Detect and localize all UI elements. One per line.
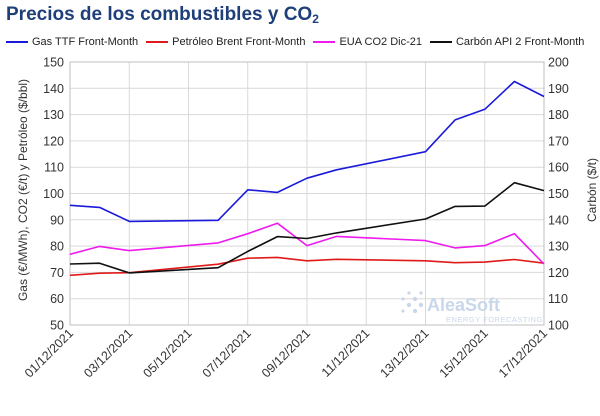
y-axis-label: Gas (€/MWh), CO2 (€/t) y Petróleo ($/bbl… xyxy=(16,79,30,301)
legend-item: Gas TTF Front-Month xyxy=(6,36,138,48)
grid xyxy=(69,61,545,326)
y2-tick-label: 120 xyxy=(548,266,569,280)
y2-tick-label: 200 xyxy=(548,56,569,70)
legend-item: EUA CO2 Dic-21 xyxy=(313,36,422,48)
legend-swatch xyxy=(6,41,28,43)
y-tick-label: 120 xyxy=(43,134,64,148)
x-tick-label: 03/12/2021 xyxy=(81,326,135,380)
legend-item: Petróleo Brent Front-Month xyxy=(146,36,305,48)
y-tick-label: 150 xyxy=(43,56,64,70)
x-tick-label: 01/12/2021 xyxy=(22,326,76,380)
watermark-tagline: ENERGY FORECASTING xyxy=(446,315,543,324)
legend-label: EUA CO2 Dic-21 xyxy=(339,36,422,48)
y2-tick-label: 150 xyxy=(548,187,569,201)
y2-tick-label: 130 xyxy=(548,240,569,254)
series-line-3 xyxy=(69,181,545,274)
legend-label: Carbón API 2 Front-Month xyxy=(455,36,585,48)
y2-tick-label: 180 xyxy=(548,108,569,122)
legend-item: Carbón API 2 Front-Month xyxy=(429,36,585,48)
y2-tick-label: 140 xyxy=(548,213,569,227)
y2-tick-label: 190 xyxy=(548,82,569,96)
y-tick-label: 60 xyxy=(50,292,64,306)
chart-title: Precios de los combustibles y CO2 xyxy=(6,4,319,26)
legend-swatch xyxy=(313,41,336,43)
x-tick-label: 05/12/2021 xyxy=(140,326,194,380)
y-tick-label: 140 xyxy=(43,82,64,96)
y-tick-label: 90 xyxy=(50,213,64,227)
legend-swatch xyxy=(429,41,452,43)
watermark: AleaSoft ENERGY FORECASTING xyxy=(401,291,542,324)
aleasoft-logo-icon xyxy=(401,291,424,314)
series-line-0 xyxy=(69,80,545,223)
legend-label: Petróleo Brent Front-Month xyxy=(172,36,306,48)
x-tick-label: 13/12/2021 xyxy=(377,326,431,380)
plot-frame xyxy=(69,61,545,326)
y2-tick-label: 100 xyxy=(548,319,569,333)
series-group xyxy=(69,80,545,277)
y-tick-label: 70 xyxy=(50,266,64,280)
y2-axis-label: Carbón ($/t) xyxy=(585,158,599,222)
legend-swatch xyxy=(146,41,169,43)
watermark-brand: AleaSoft xyxy=(427,295,500,315)
y-tick-label: 100 xyxy=(43,187,64,201)
x-tick-label: 09/12/2021 xyxy=(259,326,313,380)
y2-tick-label: 170 xyxy=(548,134,569,148)
y2-tick-label: 110 xyxy=(548,292,568,306)
x-tick-label: 17/12/2021 xyxy=(496,326,550,380)
x-tick-label: 15/12/2021 xyxy=(437,326,491,380)
y-tick-label: 80 xyxy=(50,240,64,254)
y-tick-label: 110 xyxy=(44,161,64,175)
legend-label: Gas TTF Front-Month xyxy=(32,36,139,48)
series-line-2 xyxy=(69,222,545,265)
legend: Gas TTF Front-Month Petróleo Brent Front-… xyxy=(6,36,592,48)
x-tick-label: 11/12/2021 xyxy=(319,326,373,380)
y-tick-label: 50 xyxy=(50,319,64,333)
y-tick-label: 130 xyxy=(43,108,64,122)
tick-labels: 50 60 70 80 90 100 110 120 130 140 150 100 110 120 130… xyxy=(22,56,569,381)
y2-tick-label: 160 xyxy=(548,161,569,175)
x-tick-label: 07/12/2021 xyxy=(200,326,254,380)
